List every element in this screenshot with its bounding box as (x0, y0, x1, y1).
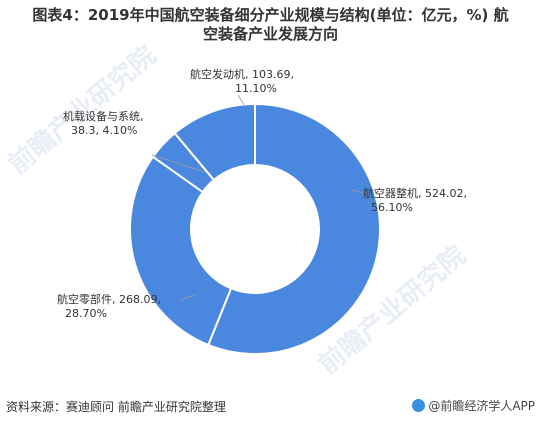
slice-data-label: 机载设备与系统, 38.3, 4.10% (63, 109, 144, 137)
brand-text: @前瞻经济学人APP (428, 399, 535, 413)
brand-logo-icon (412, 399, 426, 412)
chart-title: 图表4：2019年中国航空装备细分产业规模与结构(单位：亿元，%) 航 空装备产… (0, 6, 541, 44)
donut-slice (173, 102, 256, 182)
brand-credit: @前瞻经济学人APP (412, 397, 535, 414)
donut-slice (129, 155, 233, 347)
slice-leader-line (237, 94, 245, 106)
slice-leader-line (179, 294, 197, 301)
slice-data-label: 航空器整机, 524.02, 56.10% (363, 186, 467, 214)
chart-title-line-2: 空装备产业发展方向 (202, 25, 338, 43)
source-note: 资料来源：赛迪顾问 前瞻产业研究院整理 (6, 400, 226, 414)
slice-data-label: 航空零部件, 268.09, 28.70% (57, 292, 161, 320)
donut-slice (206, 102, 381, 355)
slice-leader-line (351, 189, 371, 196)
slice-leader-line (151, 154, 206, 173)
chart-title-line-1: 图表4：2019年中国航空装备细分产业规模与结构(单位：亿元，%) 航 (32, 6, 509, 24)
slice-data-label: 航空发动机, 103.69, 11.10% (190, 67, 294, 95)
